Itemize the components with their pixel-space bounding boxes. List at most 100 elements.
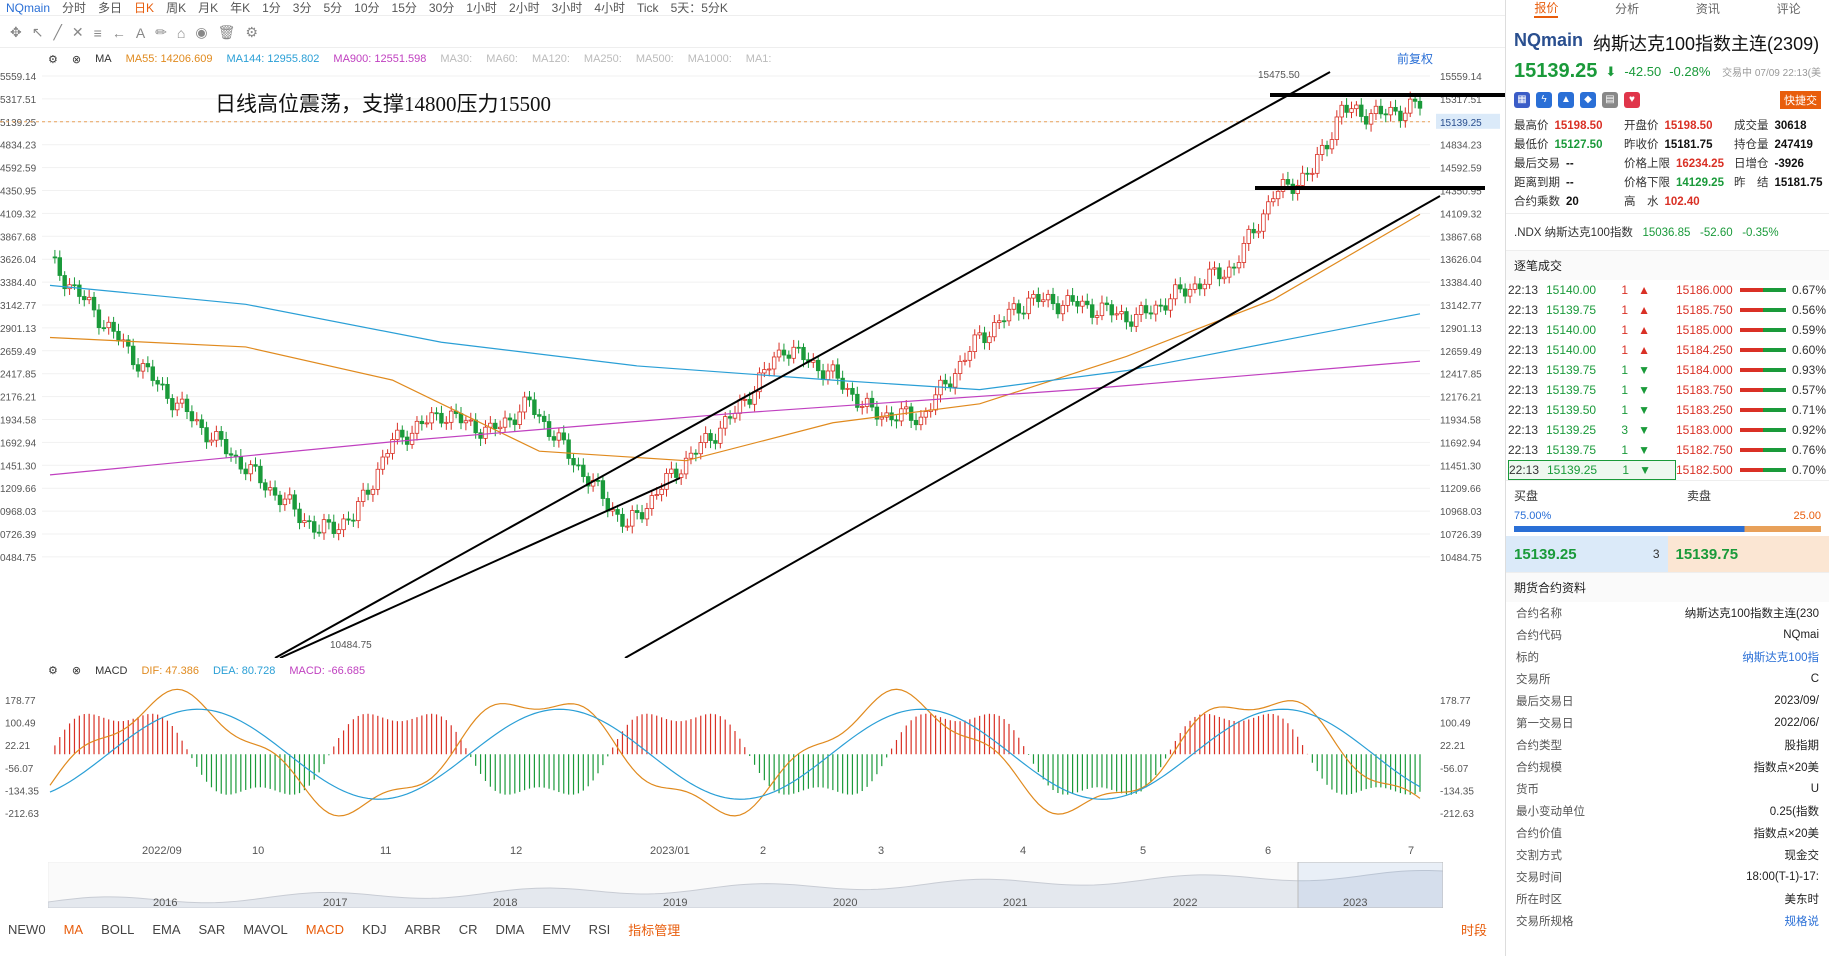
candle-body — [1173, 284, 1178, 300]
settings-icon[interactable]: ⚙ — [48, 53, 58, 66]
doc-icon[interactable]: ▤ — [1602, 92, 1618, 108]
period-tab[interactable]: 5分 — [323, 1, 343, 15]
bid-box[interactable]: 15139.25 3 — [1506, 536, 1668, 572]
eye-icon[interactable]: ◉ — [195, 24, 208, 40]
info-value[interactable]: 规格说 — [1784, 916, 1820, 928]
index-quote[interactable]: .NDX 纳斯达克100指数 15036.85 -52.60 -0.35% — [1506, 213, 1829, 250]
left-tick-label: 2901.13 — [0, 324, 37, 335]
candle-body — [957, 360, 963, 374]
quick-trade-button[interactable]: 快捷交 — [1780, 91, 1821, 109]
overview-navigator[interactable]: 2016 2017 2018 2019 2020 2021 2022 2023 — [48, 862, 1443, 908]
trade-qty: 3 — [1621, 423, 1628, 437]
indicator-tab-macd[interactable]: MACD — [305, 921, 345, 937]
period-tab[interactable]: 2小时 — [508, 1, 540, 15]
info-key: 合约名称 — [1516, 608, 1562, 620]
period-tab[interactable]: 4小时 — [594, 1, 625, 15]
dif-line — [49, 688, 1421, 817]
trendline-icon[interactable]: ╱ — [53, 24, 62, 40]
lock-icon[interactable]: ⌂ — [176, 24, 186, 41]
price-tick-label: 10968.03 — [1440, 507, 1482, 518]
period-tab[interactable]: 1分 — [262, 1, 281, 15]
move-icon[interactable]: ✥ — [10, 24, 22, 40]
candle-body — [209, 439, 214, 443]
trade-time: 22:13 — [1508, 283, 1539, 297]
cursor-icon[interactable]: ↖ — [31, 24, 44, 40]
fib-icon[interactable]: ≡ — [93, 24, 102, 41]
indicator-tab[interactable]: MAVOL — [243, 921, 288, 937]
price-tick-label: 13142.77 — [1440, 301, 1482, 312]
candle-body — [1266, 201, 1271, 215]
settings-icon[interactable]: ⚙ — [245, 24, 258, 40]
tag-icon[interactable]: ◆ — [1580, 92, 1596, 108]
indicator-tab[interactable]: EMA — [152, 921, 181, 937]
tab-news[interactable]: 资讯 — [1695, 1, 1720, 16]
tab-analysis[interactable]: 分析 — [1615, 1, 1640, 16]
tab-quote[interactable]: 报价 — [1534, 0, 1559, 18]
candle-body — [380, 456, 385, 470]
indicator-tab[interactable]: DMA — [495, 921, 525, 937]
candle-body — [228, 453, 234, 456]
period-tab[interactable]: 10分 — [354, 1, 380, 15]
indicator-tab[interactable]: KDJ — [362, 921, 387, 937]
adjust-toggle[interactable]: 前复权 — [1397, 52, 1434, 66]
text-icon[interactable]: A — [135, 24, 146, 41]
lightning-icon[interactable]: ϟ — [1536, 92, 1552, 108]
brush-icon[interactable]: ✏ — [155, 24, 167, 40]
period-tab[interactable]: 周K — [166, 1, 187, 15]
close-icon[interactable]: ⊗ — [71, 665, 82, 677]
arrow-icon[interactable]: ← — [111, 24, 126, 41]
period-tab[interactable]: 5天：5分K — [670, 1, 728, 15]
index-pct: -0.35% — [1742, 227, 1779, 239]
channel-upper-extension — [279, 477, 681, 658]
close-icon[interactable]: ⊗ — [71, 53, 82, 66]
symbol-selector[interactable]: NQmain — [6, 0, 51, 15]
indicator-tab[interactable]: NEW0 — [8, 921, 46, 937]
up-arrow-icon: ▲ — [1638, 303, 1650, 317]
heart-icon[interactable]: ♥ — [1624, 92, 1640, 108]
indicator-manage[interactable]: 指标管理 — [628, 922, 681, 938]
indicator-tab[interactable]: SAR — [198, 921, 226, 937]
macd-chart[interactable]: 178.77 178.77 100.49 100.49 22.21 22.21 -56.07… — [0, 680, 1505, 840]
indicator-tab[interactable]: EMV — [542, 921, 571, 937]
candle-body — [1388, 106, 1393, 116]
ma-label[interactable]: MA — [95, 53, 112, 65]
period-tab[interactable]: 15分 — [391, 1, 417, 15]
down-arrow-icon: ▼ — [1638, 423, 1650, 437]
tab-comments[interactable]: 评论 — [1776, 1, 1801, 16]
period-tab[interactable]: 1小时 — [466, 1, 497, 15]
trade-price: 15140.00 — [1546, 283, 1597, 297]
period-tab[interactable]: 年K — [230, 1, 251, 15]
period-tab[interactable]: 分时 — [62, 1, 87, 15]
candle-body — [586, 476, 591, 487]
period-tab[interactable]: 3分 — [292, 1, 312, 15]
candlestick-chart[interactable]: 15559.14 5559.14 15317.51 5317.51 15139.25 51… — [0, 68, 1505, 658]
period-tab[interactable]: 月K — [198, 1, 219, 15]
candle-body — [512, 419, 518, 425]
cross-icon[interactable]: ✕ — [71, 24, 84, 40]
indicator-tab[interactable]: CR — [458, 921, 478, 937]
settings-icon[interactable]: ⚙ — [48, 665, 58, 677]
indicator-tab[interactable]: RSI — [588, 921, 611, 937]
indicator-tab-ma[interactable]: MA — [63, 921, 84, 937]
period-tab[interactable]: Tick — [637, 0, 659, 15]
candle-body — [840, 377, 845, 390]
ask-box[interactable]: 15139.75 — [1667, 536, 1829, 572]
trade-qty: 1 — [1621, 403, 1628, 417]
period-tab-daily[interactable]: 日K — [134, 1, 155, 15]
left-tick-label: 2176.21 — [0, 393, 37, 404]
stat-value: 15181.75 — [1664, 139, 1713, 151]
indicator-tab[interactable]: BOLL — [101, 921, 135, 937]
candle-body — [1065, 295, 1070, 306]
indicator-tab[interactable]: ARBR — [404, 921, 441, 937]
info-value[interactable]: 纳斯达克100指 — [1742, 652, 1819, 664]
delete-icon[interactable]: 🗑 — [217, 24, 236, 40]
price-tick-label: 13626.04 — [1440, 255, 1482, 266]
period-tab[interactable]: 多日 — [98, 1, 123, 15]
chart-icon[interactable]: ▲ — [1558, 92, 1574, 108]
period-tab[interactable]: 30分 — [428, 1, 455, 15]
candle-body — [595, 479, 601, 482]
period-tab[interactable]: 3小时 — [551, 1, 583, 15]
session-button[interactable]: 时段 — [1460, 922, 1487, 938]
stat-value: 102.40 — [1664, 196, 1700, 208]
macd-label[interactable]: MACD — [95, 664, 128, 677]
